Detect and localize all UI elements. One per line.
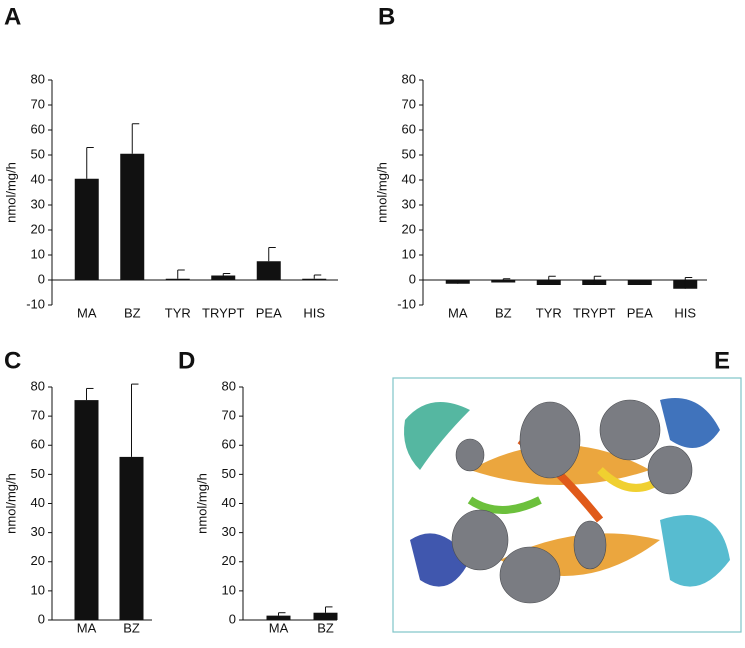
y-tick-label: 70 <box>31 96 45 111</box>
y-tick-label: 70 <box>31 408 45 423</box>
bar <box>211 275 236 280</box>
bar <box>256 261 281 280</box>
panel-label: D <box>178 347 195 374</box>
y-tick-label: 30 <box>31 524 45 539</box>
y-tick-label: -10 <box>26 296 45 311</box>
y-tick-label: 10 <box>222 582 236 597</box>
y-axis-label: nmol/mg/h <box>3 162 18 223</box>
y-tick-label: 40 <box>31 171 45 186</box>
y-tick-label: 50 <box>222 466 236 481</box>
y-tick-label: 50 <box>31 466 45 481</box>
x-tick-label: TRYPT <box>573 305 615 320</box>
x-tick-label: PEA <box>256 305 282 320</box>
panel-label: C <box>4 347 21 374</box>
y-tick-label: 0 <box>409 271 416 286</box>
y-axis-label: nmol/mg/h <box>374 162 389 223</box>
y-tick-label: 20 <box>31 553 45 568</box>
panel-label: B <box>378 3 395 30</box>
bar <box>266 615 291 620</box>
y-tick-label: 70 <box>222 408 236 423</box>
y-tick-label: 60 <box>31 121 45 136</box>
y-tick-label: 0 <box>38 271 45 286</box>
bar <box>74 400 99 620</box>
x-tick-label: BZ <box>317 620 334 635</box>
y-tick-label: 40 <box>402 171 416 186</box>
y-tick-label: 10 <box>31 246 45 261</box>
y-tick-label: 50 <box>402 146 416 161</box>
y-tick-label: 70 <box>402 96 416 111</box>
x-tick-label: TRYPT <box>202 305 244 320</box>
y-axis-label: nmol/mg/h <box>3 473 18 534</box>
y-tick-label: 80 <box>31 378 45 393</box>
bar <box>74 178 99 280</box>
bar <box>120 153 145 280</box>
protein-structure <box>392 377 742 633</box>
y-tick-label: 60 <box>402 121 416 136</box>
panel-label: E <box>714 347 730 374</box>
y-tick-label: 80 <box>402 71 416 86</box>
y-tick-label: 10 <box>402 246 416 261</box>
y-tick-label: 30 <box>402 196 416 211</box>
y-tick-label: 50 <box>31 146 45 161</box>
bar <box>119 456 144 620</box>
y-tick-label: -10 <box>397 296 416 311</box>
x-tick-label: HIS <box>674 305 696 320</box>
y-tick-label: 10 <box>31 582 45 597</box>
bar <box>302 278 327 280</box>
x-tick-label: BZ <box>123 620 140 635</box>
x-tick-label: TYR <box>536 305 562 320</box>
y-tick-label: 60 <box>222 437 236 452</box>
bar <box>165 278 190 280</box>
y-axis-label: nmol/mg/h <box>194 473 209 534</box>
y-tick-label: 80 <box>31 71 45 86</box>
x-tick-label: PEA <box>627 305 653 320</box>
y-tick-label: 20 <box>402 221 416 236</box>
y-tick-label: 0 <box>38 611 45 626</box>
y-tick-label: 30 <box>31 196 45 211</box>
x-tick-label: BZ <box>124 305 141 320</box>
y-tick-label: 40 <box>31 495 45 510</box>
y-tick-label: 40 <box>222 495 236 510</box>
y-tick-label: 30 <box>222 524 236 539</box>
x-tick-label: MA <box>269 620 289 635</box>
x-tick-label: MA <box>448 305 468 320</box>
x-tick-label: MA <box>77 305 97 320</box>
y-tick-label: 60 <box>31 437 45 452</box>
x-tick-label: TYR <box>165 305 191 320</box>
y-tick-label: 20 <box>222 553 236 568</box>
x-tick-label: HIS <box>303 305 325 320</box>
y-tick-label: 80 <box>222 378 236 393</box>
panel-label: A <box>4 3 21 30</box>
x-tick-label: BZ <box>495 305 512 320</box>
y-tick-label: 0 <box>229 611 236 626</box>
y-tick-label: 20 <box>31 221 45 236</box>
x-tick-label: MA <box>77 620 97 635</box>
bar <box>313 612 338 620</box>
